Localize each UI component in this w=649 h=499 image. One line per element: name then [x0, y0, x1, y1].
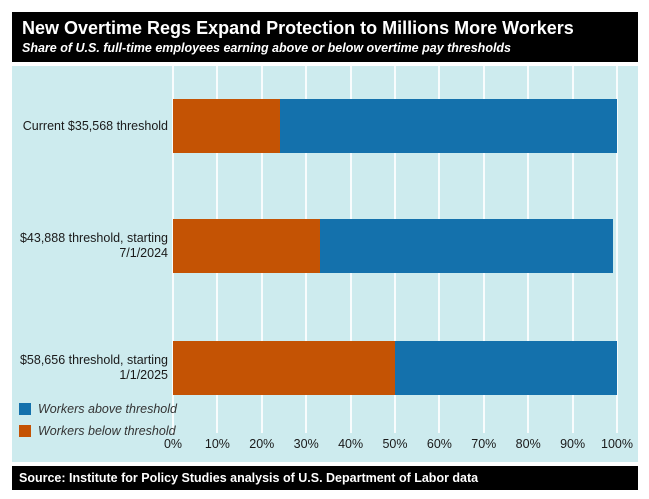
legend: Workers above threshold Workers below th…	[19, 402, 177, 446]
x-tick-label: 10%	[204, 437, 230, 451]
source-text: Source: Institute for Policy Studies ana…	[19, 471, 479, 485]
x-tick-label: 30%	[293, 437, 319, 451]
category-label-58656-threshold: $58,656 threshold, starting 1/1/2025	[19, 353, 168, 382]
x-axis: 0% 10% 20% 30% 40% 50% 60% 70% 80% 90% 100%	[164, 437, 633, 453]
x-tick-label: 100%	[601, 437, 633, 451]
legend-item-below[interactable]: Workers below threshold	[19, 424, 177, 438]
legend-label-above: Workers above threshold	[38, 402, 177, 416]
source-bar: Source: Institute for Policy Studies ana…	[12, 466, 638, 490]
x-tick-label: 70%	[471, 437, 497, 451]
category-label-current-threshold: Current $35,568 threshold	[22, 118, 168, 133]
chart-header: New Overtime Regs Expand Protection to M…	[12, 12, 638, 62]
legend-label-below: Workers below threshold	[38, 424, 176, 438]
gridline	[616, 66, 618, 433]
x-tick-label: 60%	[426, 437, 452, 451]
bar-row-current-threshold	[173, 99, 617, 153]
bar-segment-above-threshold[interactable]	[319, 219, 613, 273]
chart-subtitle: Share of U.S. full-time employees earnin…	[22, 41, 512, 55]
x-tick-label: 50%	[382, 437, 408, 451]
x-tick-label: 20%	[249, 437, 275, 451]
bar-segment-above-threshold[interactable]	[279, 99, 617, 153]
bar-row-58656-threshold	[173, 341, 617, 395]
category-label-43888-threshold: $43,888 threshold, starting 7/1/2024	[19, 231, 168, 260]
x-tick-label: 90%	[560, 437, 586, 451]
bar-segment-below-threshold[interactable]	[173, 219, 320, 273]
bar-segment-above-threshold[interactable]	[395, 341, 617, 395]
bar-segment-below-threshold[interactable]	[173, 341, 395, 395]
legend-swatch-above-icon	[19, 403, 31, 415]
x-tick-label: 0%	[163, 437, 183, 451]
bar-segment-below-threshold[interactable]	[173, 99, 280, 153]
x-tick-label: 80%	[515, 437, 541, 451]
chart-title: New Overtime Regs Expand Protection to M…	[22, 18, 574, 38]
bar-row-43888-threshold	[173, 219, 617, 273]
chart-panel: Current $35,568 threshold $43,888 thresh…	[12, 66, 638, 462]
x-tick-label: 40%	[338, 437, 364, 451]
plot-area	[172, 66, 618, 433]
legend-swatch-below-icon	[19, 425, 31, 437]
legend-item-above[interactable]: Workers above threshold	[19, 402, 177, 416]
